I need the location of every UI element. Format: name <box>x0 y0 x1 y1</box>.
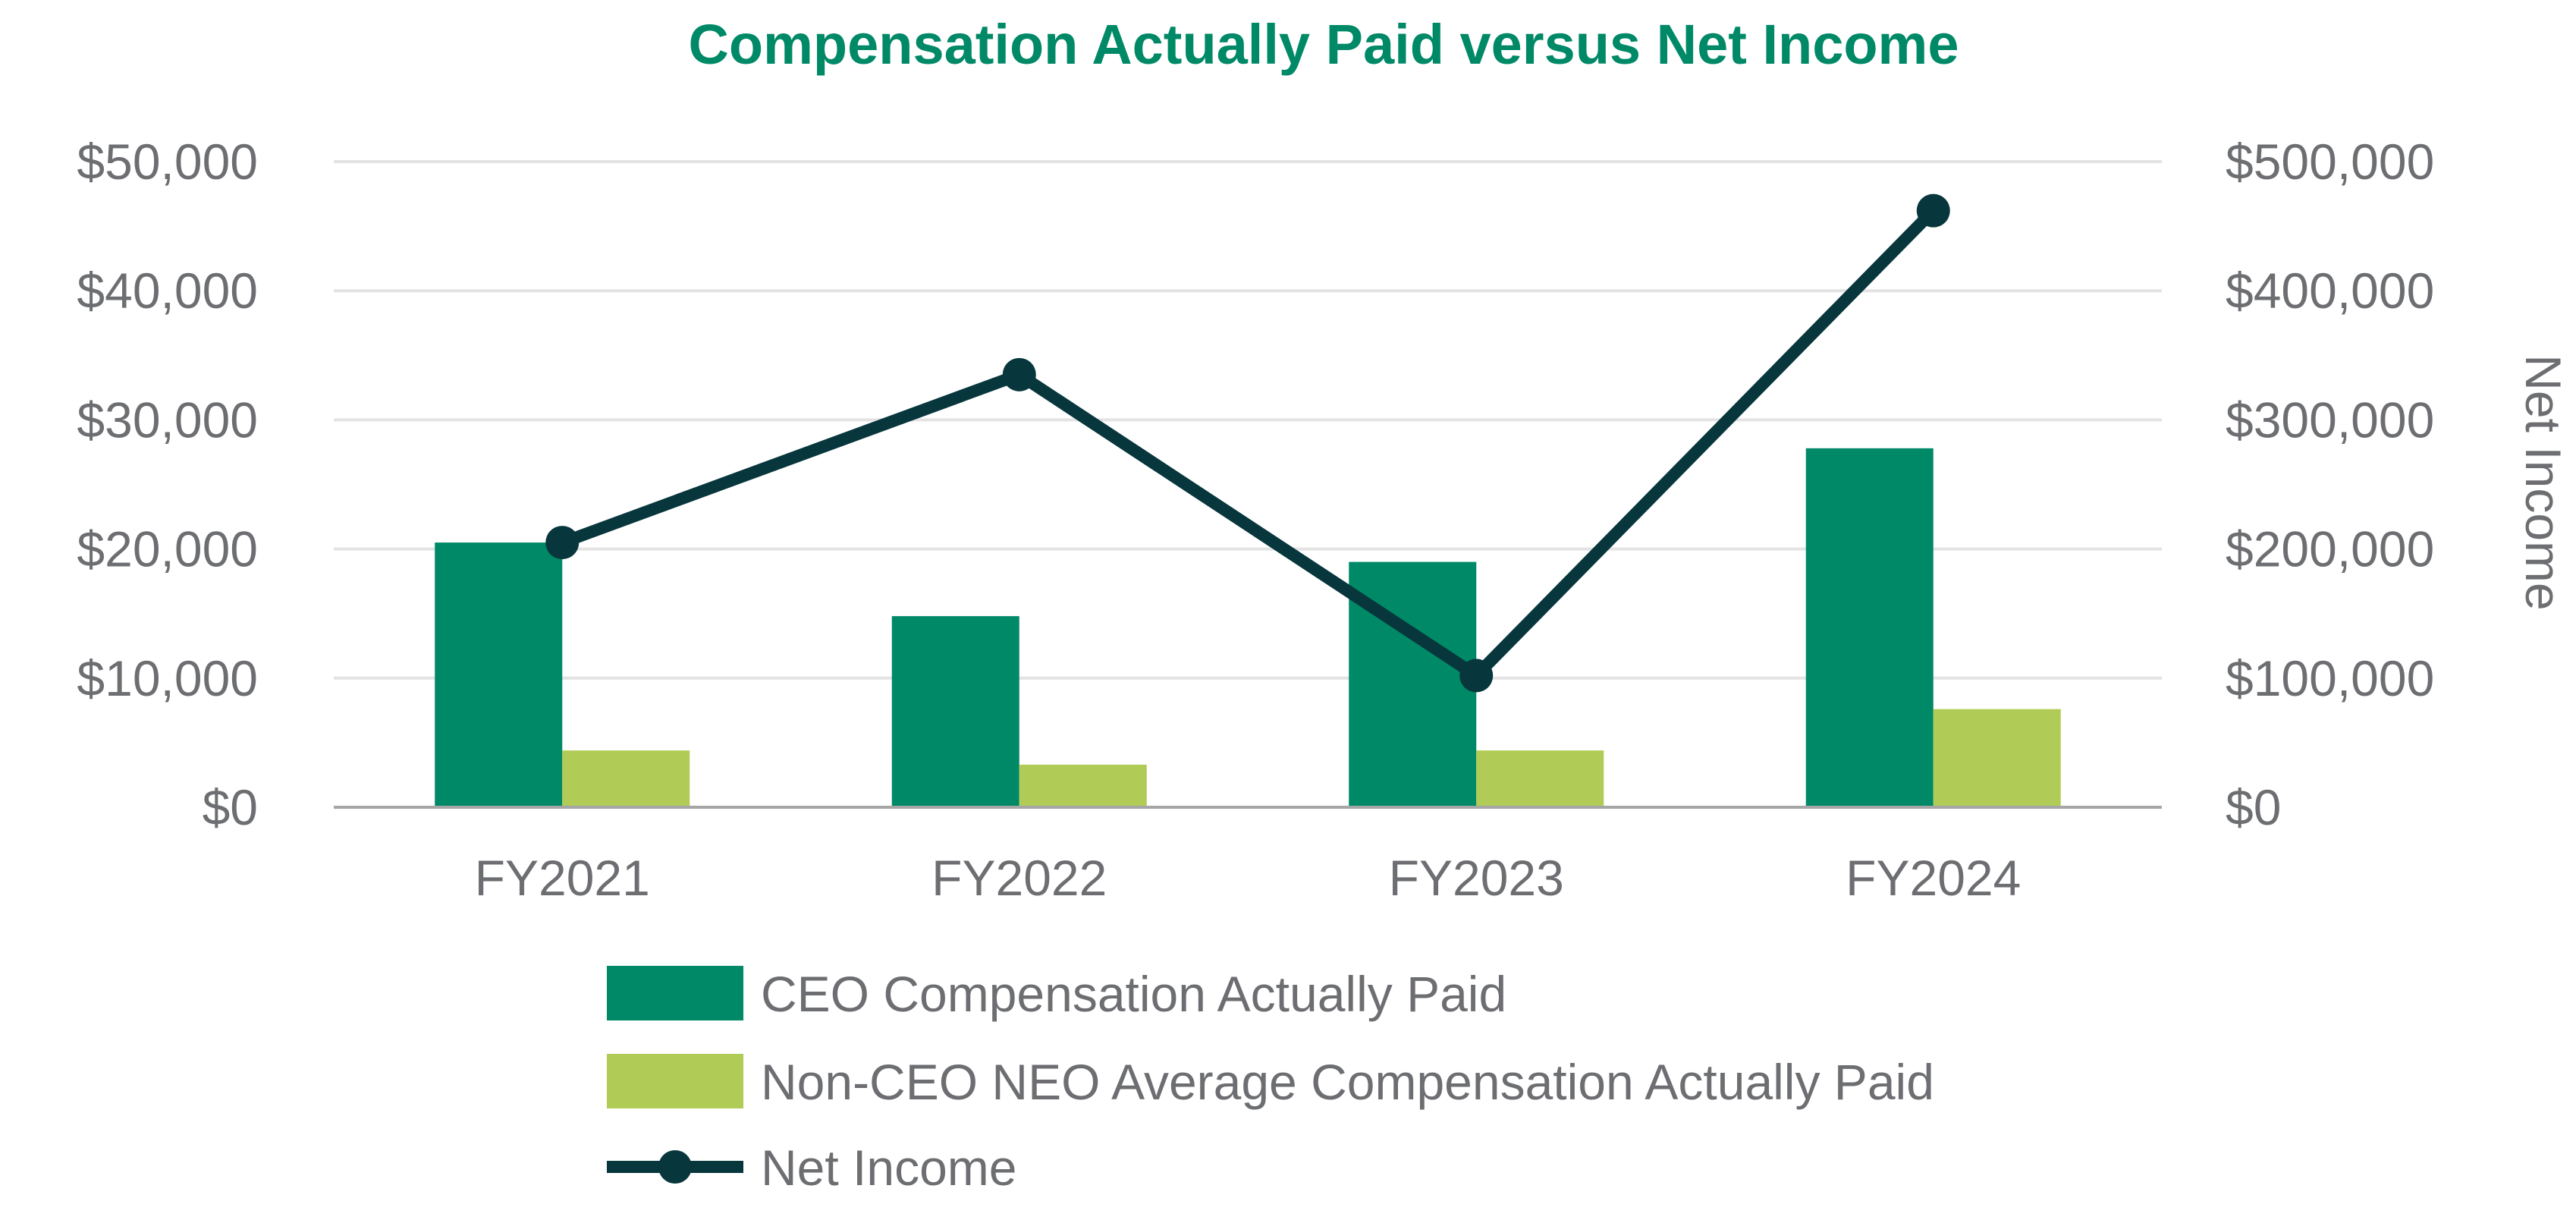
point-net-income-fy2023 <box>1459 659 1494 693</box>
bar-ceo-compensation-actually-paid-fy2021 <box>435 542 563 807</box>
legend: CEO Compensation Actually Paid Non-CEO NE… <box>607 966 1934 1196</box>
x-tick-label-fy2022: FY2022 <box>931 850 1107 906</box>
bar-non-ceo-neo-average-compensation-actually-paid-fy2023 <box>1476 750 1604 807</box>
right-tick-label: $300,000 <box>2226 391 2434 448</box>
point-net-income-fy2022 <box>1002 357 1036 391</box>
x-tick-label-fy2023: FY2023 <box>1389 850 1564 906</box>
legend-label-ceo-compensation-actually-paid: CEO Compensation Actually Paid <box>761 966 1506 1022</box>
line-net-income <box>556 204 1940 682</box>
right-tick-label: $500,000 <box>2226 134 2434 190</box>
x-tick-label-fy2024: FY2024 <box>1846 850 2021 906</box>
left-tick-label: $50,000 <box>77 134 258 190</box>
bar-ceo-compensation-actually-paid-fy2022 <box>891 616 1019 807</box>
legend-swatch-non-ceo-neo-average-compensation-actually-paid <box>607 1054 743 1108</box>
right-y-axis: $0 $100,000 $200,000 $300,000 $400,000 $500,0… <box>2226 134 2434 835</box>
bar-non-ceo-neo-average-compensation-actually-paid-fy2022 <box>1019 764 1147 807</box>
right-tick-label: $100,000 <box>2226 650 2434 706</box>
right-tick-label: $0 <box>2226 779 2281 835</box>
legend-marker-net-income <box>658 1150 692 1184</box>
left-tick-label: $0 <box>203 779 258 835</box>
point-net-income-fy2024 <box>1916 193 1950 228</box>
left-y-axis: $0 $10,000 $20,000 $30,000 $40,000 $50,000 <box>77 134 258 835</box>
net-income-line <box>545 193 1950 693</box>
left-tick-label: $40,000 <box>77 263 258 319</box>
right-tick-label: $400,000 <box>2226 263 2434 319</box>
right-tick-label: $200,000 <box>2226 521 2434 577</box>
bar-non-ceo-neo-average-compensation-actually-paid-fy2021 <box>562 750 690 807</box>
x-axis: FY2021 FY2022 FY2023 FY2024 <box>334 806 2162 906</box>
chart-title: Compensation Actually Paid versus Net In… <box>688 13 1959 76</box>
legend-label-non-ceo-neo-average-compensation-actually-paid: Non-CEO NEO Average Compensation Actuall… <box>761 1054 1934 1110</box>
bar-ceo-compensation-actually-paid-fy2024 <box>1805 448 1934 807</box>
left-tick-label: $10,000 <box>77 650 258 706</box>
bar-non-ceo-neo-average-compensation-actually-paid-fy2024 <box>1933 709 2061 807</box>
legend-label-net-income: Net Income <box>761 1140 1016 1196</box>
left-tick-label: $30,000 <box>77 391 258 448</box>
legend-swatch-ceo-compensation-actually-paid <box>607 966 743 1020</box>
point-net-income-fy2021 <box>545 526 580 560</box>
x-tick-label-fy2021: FY2021 <box>475 850 650 906</box>
right-axis-title: Net Income <box>2515 354 2571 610</box>
left-tick-label: $20,000 <box>77 521 258 577</box>
